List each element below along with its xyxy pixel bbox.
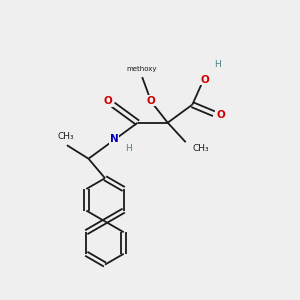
- Text: O: O: [216, 110, 225, 120]
- Text: CH₃: CH₃: [58, 132, 75, 141]
- Text: O: O: [147, 95, 156, 106]
- Text: O: O: [104, 96, 113, 106]
- Text: H: H: [125, 144, 132, 153]
- Text: O: O: [201, 74, 210, 85]
- Text: N: N: [110, 134, 119, 145]
- Text: methoxy: methoxy: [126, 66, 157, 72]
- Text: H: H: [214, 60, 221, 69]
- Text: CH₃: CH₃: [192, 144, 209, 153]
